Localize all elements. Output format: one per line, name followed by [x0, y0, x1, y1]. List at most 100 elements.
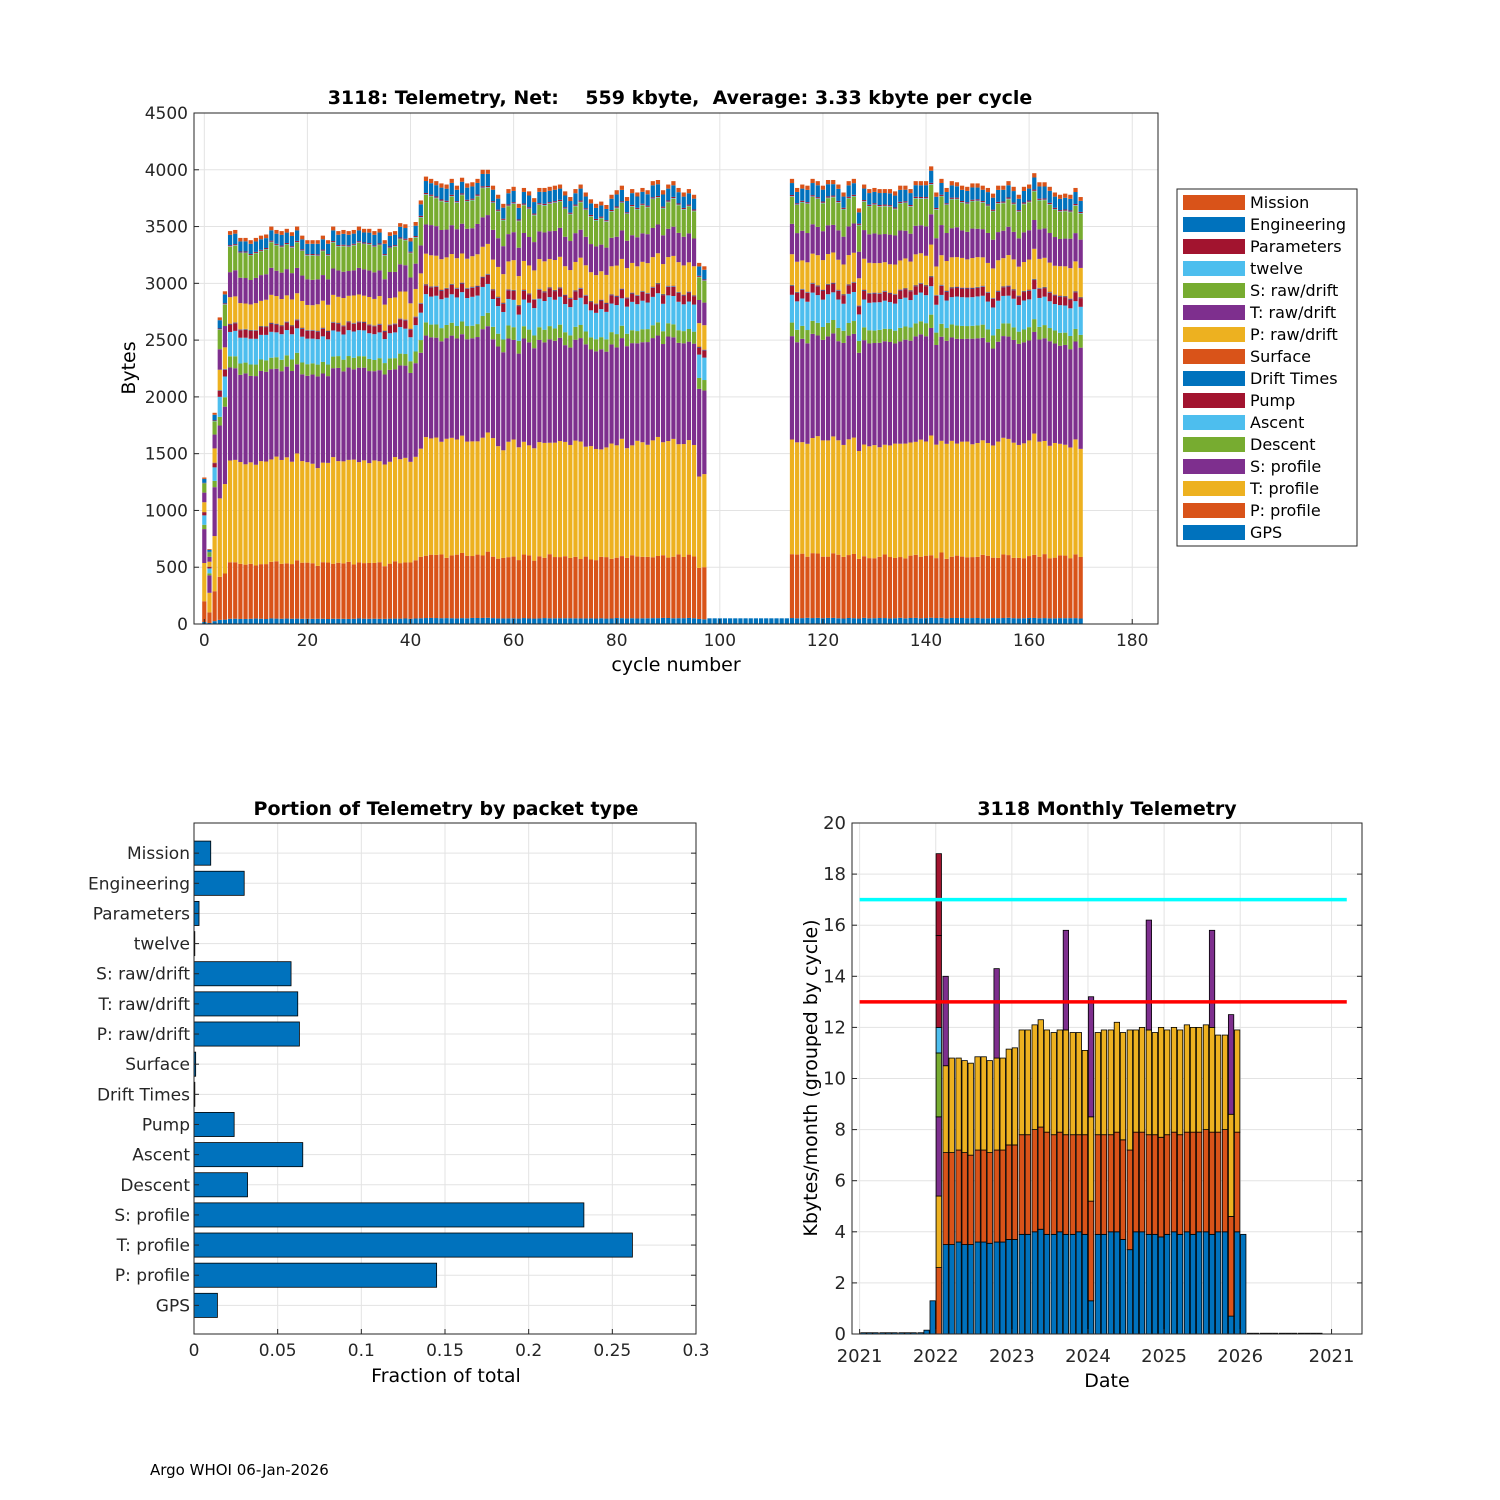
cycle-bar-segment — [362, 563, 367, 619]
cycle-bar-segment — [382, 464, 387, 567]
cycle-bar-segment — [248, 254, 253, 256]
cycle-bar-segment — [521, 289, 527, 291]
cycle-bar-segment — [836, 230, 841, 260]
cycle-bar-segment — [588, 349, 594, 447]
month-bar-segment — [1107, 1231, 1114, 1335]
cycle-bar-segment — [970, 200, 975, 202]
cycle-bar-segment — [619, 202, 624, 231]
cycle-bar-segment — [588, 199, 594, 204]
cycle-bar-segment — [243, 329, 248, 338]
cycle-bar-segment — [563, 294, 568, 296]
cycle-bar-segment — [325, 462, 331, 563]
month-bar-segment — [1119, 1032, 1127, 1141]
cycle-bar-segment — [671, 198, 676, 227]
cycle-bar-segment — [269, 331, 274, 358]
cycle-bar-segment — [423, 285, 429, 295]
cycle-bar-segment — [563, 195, 568, 208]
month-bar-segment — [999, 1241, 1006, 1335]
cycle-bar-segment — [490, 438, 496, 557]
cycle-bar-segment — [1057, 238, 1063, 267]
cycle-bar-segment — [697, 266, 702, 276]
cycle-bar-segment — [599, 271, 604, 300]
cycle-bar-segment — [789, 196, 795, 197]
cycle-bar-segment — [351, 295, 356, 323]
cycle-bar-segment — [841, 208, 846, 210]
cycle-bar-segment — [454, 288, 460, 289]
bl-chart-title: Portion of Telemetry by packet type — [254, 798, 639, 820]
cycle-bar-segment — [810, 282, 815, 284]
cycle-bar-segment — [238, 374, 243, 463]
cycle-bar-segment — [511, 439, 516, 557]
bl-fraction-bar — [193, 1112, 235, 1137]
cycle-bar-segment — [805, 343, 810, 444]
month-bar-segment — [942, 1065, 949, 1153]
cycle-bar-segment — [599, 300, 604, 310]
month-bar-segment — [1100, 1233, 1108, 1335]
cycle-bar-segment — [542, 557, 547, 619]
cycle-bar-segment — [954, 443, 960, 556]
cycle-bar-segment — [645, 206, 650, 208]
cycle-bar-segment — [1021, 558, 1027, 619]
cycle-bar-segment — [243, 362, 248, 374]
month-bar-segment — [974, 1056, 981, 1151]
cycle-bar-segment — [1078, 298, 1083, 307]
cycle-bar-segment — [269, 294, 274, 323]
cycle-bar-segment — [233, 330, 238, 357]
cycle-bar-segment — [485, 274, 490, 284]
cycle-bar-segment — [248, 375, 253, 463]
month-bar-segment — [1176, 1233, 1184, 1335]
cycle-bar-segment — [202, 492, 207, 503]
cycle-bar-segment — [434, 196, 439, 198]
cycle-bar-segment — [434, 437, 439, 555]
cycle-bar-segment — [614, 194, 619, 207]
top-y-tick-label: 3500 — [145, 218, 188, 238]
month-bar-segment — [1176, 1134, 1184, 1235]
cycle-bar-segment — [408, 241, 413, 252]
cycle-bar-segment — [336, 234, 341, 246]
cycle-bar-segment — [697, 323, 702, 347]
cycle-bar-segment — [624, 297, 630, 299]
cycle-bar-segment — [372, 334, 377, 360]
month-bar-segment — [1100, 1134, 1108, 1235]
cycle-bar-segment — [939, 255, 944, 285]
cycle-bar-segment — [294, 364, 300, 454]
cycle-bar-segment — [929, 170, 934, 183]
cycle-bar-segment — [434, 324, 439, 338]
cycle-bar-segment — [506, 441, 511, 558]
cycle-bar-segment — [408, 277, 413, 304]
top-x-tick-label: 80 — [606, 631, 628, 651]
cycle-bar-segment — [985, 292, 990, 302]
cycle-bar-segment — [810, 292, 815, 321]
cycle-bar-segment — [614, 334, 619, 348]
cycle-bar-segment — [954, 198, 960, 200]
cycle-bar-segment — [583, 304, 588, 332]
br-y-tick-label: 8 — [835, 1120, 846, 1141]
cycle-bar-segment — [805, 189, 810, 203]
cycle-bar-segment — [552, 260, 557, 290]
cycle-bar-segment — [305, 375, 310, 463]
cycle-bar-segment — [387, 461, 393, 564]
cycle-bar-segment — [846, 196, 851, 198]
cycle-bar-segment — [686, 291, 692, 292]
cycle-bar-segment — [831, 283, 836, 293]
cycle-bar-segment — [454, 297, 460, 327]
cycle-bar-segment — [655, 283, 661, 285]
cycle-bar-segment — [1027, 290, 1032, 291]
cycle-bar-segment — [877, 189, 882, 194]
cycle-bar-segment — [872, 191, 877, 204]
cycle-bar-segment — [697, 377, 702, 389]
cycle-bar-segment — [697, 476, 702, 568]
cycle-bar-segment — [650, 181, 655, 186]
cycle-bar-segment — [949, 324, 954, 338]
cycle-bar-segment — [1068, 335, 1073, 350]
cycle-bar-segment — [511, 232, 516, 261]
cycle-bar-segment — [274, 244, 279, 246]
cycle-bar-segment — [929, 275, 934, 277]
cycle-bar-segment — [253, 241, 258, 252]
cycle-bar-segment — [367, 333, 372, 359]
cycle-bar-segment — [475, 295, 480, 325]
cycle-bar-segment — [310, 243, 315, 255]
cycle-bar-segment — [996, 557, 1001, 619]
cycle-bar-segment — [1047, 291, 1052, 293]
month-bar-segment — [1081, 1134, 1089, 1235]
